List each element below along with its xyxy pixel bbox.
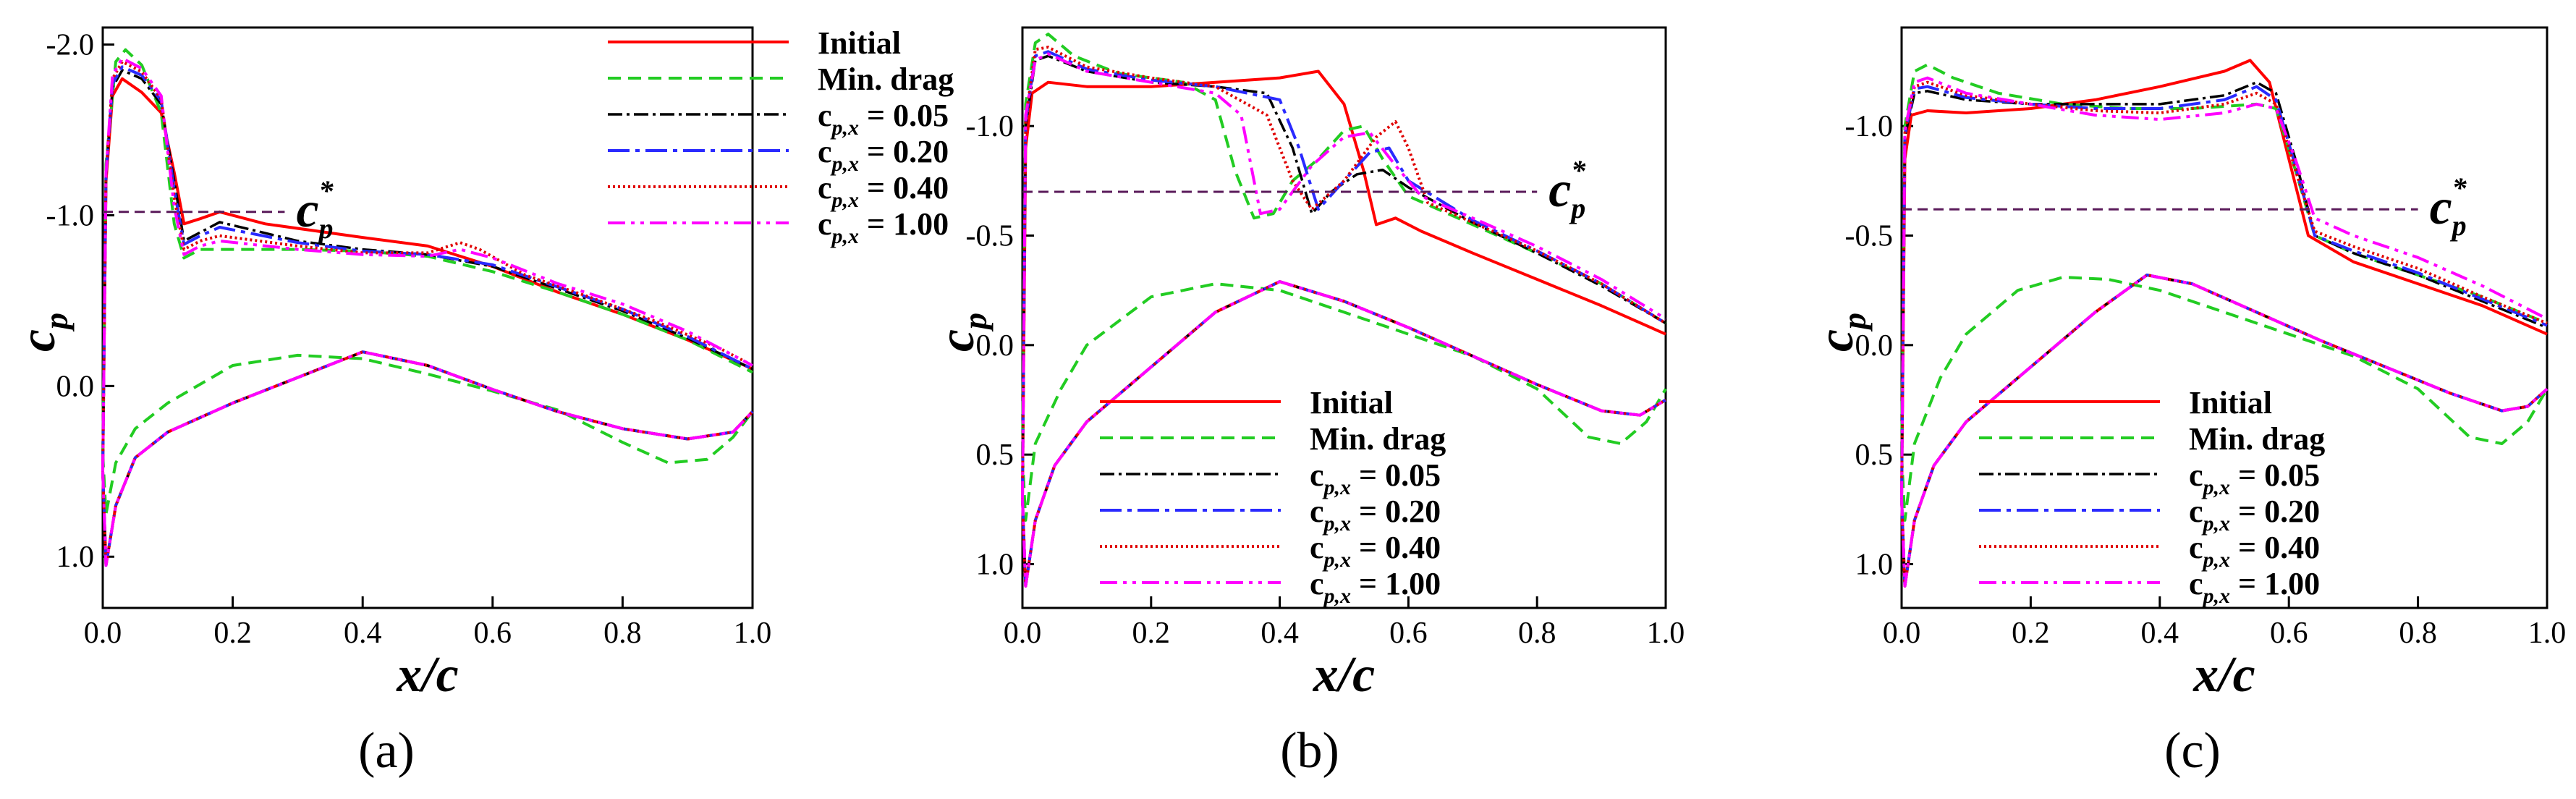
- series-min-drag-upper-line: [1021, 33, 1667, 455]
- x-tick-label: 0.0: [1004, 617, 1042, 650]
- x-tick-label: 0.8: [603, 617, 642, 650]
- panel-label: (c): [2164, 723, 2221, 779]
- series-min-drag-upper-line: [101, 48, 753, 455]
- y-axis-label: cp: [1808, 313, 1873, 352]
- x-tick-label: 0.6: [474, 617, 512, 650]
- legend-label: Initial: [1310, 385, 1393, 420]
- y-tick-label: -0.5: [1845, 220, 1894, 253]
- series-min-drag-lower-line: [1900, 276, 2549, 522]
- cp-star-annotation: cp*: [296, 174, 334, 245]
- series-c-p-x-1-00-lower-line: [1900, 274, 2549, 588]
- panel-c: 0.0 0.2 0.4 0.6 0.8 1.0 -1.0 -0.5 0.0 0.5 1.0 x/c cp…: [1808, 26, 2567, 779]
- x-tick-label: 0.8: [2399, 617, 2437, 650]
- series-c-p-x-0-40-upper-line: [1021, 46, 1667, 499]
- x-tick-label: 0.0: [84, 617, 122, 650]
- plot-frame: [1021, 26, 1667, 609]
- y-tick-label: 0.0: [976, 329, 1014, 363]
- y-tick-label: 0.0: [56, 370, 95, 403]
- y-axis-label: cp: [10, 313, 75, 352]
- legend-label: cp,x = 1.00: [2189, 566, 2320, 608]
- x-axis-label: x/c: [1313, 647, 1376, 703]
- legend-label: cp,x = 0.05: [2189, 457, 2320, 499]
- x-tick-label: 1.0: [1647, 617, 1685, 650]
- x-axis-label: x/c: [2192, 647, 2255, 703]
- y-tick-label: 1.0: [976, 548, 1014, 581]
- legend-label: cp,x = 1.00: [818, 206, 949, 248]
- x-tick-label: 0.4: [1261, 617, 1299, 650]
- y-tick-label: -1.0: [46, 199, 95, 232]
- y-tick-label: 1.0: [1855, 548, 1894, 581]
- x-tick-label: 1.0: [734, 617, 772, 650]
- plot-frame: [101, 26, 754, 609]
- y-tick-label: 1.0: [56, 541, 95, 574]
- panel-label: (a): [358, 723, 415, 779]
- legend-label: cp,x = 0.20: [2189, 494, 2320, 536]
- series-min-drag-lower-line: [101, 353, 754, 516]
- series-c-p-x-0-20-upper-line: [1021, 50, 1667, 499]
- legend-label: Initial: [2189, 385, 2272, 420]
- panel-b: 0.0 0.2 0.4 0.6 0.8 1.0 -1.0 -0.5 0.0 0.5 1.0 x/c cp…: [929, 26, 1685, 779]
- series-c-p-x-0-40-upper-line: [101, 60, 753, 472]
- series-c-p-x-1-00-upper-line: [1021, 52, 1667, 499]
- x-tick-label: 0.2: [213, 617, 252, 650]
- series-c-p-x-0-05-upper-line: [101, 69, 753, 472]
- y-tick-label: -0.5: [966, 220, 1014, 253]
- legend-label: cp,x = 0.40: [2189, 530, 2320, 572]
- y-tick-label: -2.0: [46, 29, 95, 62]
- x-axis-label: x/c: [396, 647, 459, 703]
- series-c-p-x-0-05-upper-line: [1021, 54, 1666, 499]
- series-initial-upper-line: [101, 77, 753, 472]
- x-tick-label: 0.8: [1518, 617, 1556, 650]
- cp-star-annotation: cp*: [2430, 172, 2467, 242]
- series-c-p-x-1-00-upper-line: [1900, 76, 2548, 499]
- panel-a: 0.0 0.2 0.4 0.6 0.8 1.0 -2.0 -1.0 0.0 1.0 x/c cp cp*…: [10, 25, 954, 779]
- series-c-p-x-0-20-upper-line: [1900, 85, 2548, 499]
- series-c-p-x-0-20-upper-line: [101, 65, 753, 472]
- x-tick-label: 0.2: [1132, 617, 1171, 650]
- legend-label: Initial: [818, 25, 901, 61]
- series-initial-upper-line: [1021, 69, 1666, 499]
- series-c-p-x-1-00-upper-line: [101, 56, 753, 472]
- panel-label: (b): [1280, 723, 1339, 779]
- series-c-p-x-1-00-lower-line: [1021, 280, 1667, 588]
- legend-label: Min. drag: [2189, 421, 2325, 457]
- x-tick-label: 0.2: [2012, 617, 2050, 650]
- series-initial-upper-line: [1900, 59, 2548, 499]
- series-min-drag-lower-line: [1021, 282, 1667, 522]
- x-tick-label: 0.4: [344, 617, 382, 650]
- x-tick-label: 0.6: [1389, 617, 1428, 650]
- y-tick-label: 0.0: [1855, 329, 1894, 363]
- y-axis-label: cp: [929, 313, 993, 352]
- legend-label: cp,x = 0.40: [1310, 530, 1441, 572]
- x-tick-label: 0.0: [1883, 617, 1921, 650]
- y-tick-label: -1.0: [966, 110, 1014, 143]
- legend-label: Min. drag: [818, 62, 954, 97]
- y-tick-label: 0.5: [1855, 439, 1894, 472]
- legend-label: Min. drag: [1310, 421, 1446, 457]
- legend-label: cp,x = 0.05: [818, 98, 949, 140]
- x-tick-label: 0.4: [2141, 617, 2179, 650]
- legend-label: cp,x = 1.00: [1310, 566, 1441, 608]
- plot-frame: [1900, 26, 2549, 609]
- y-tick-label: 0.5: [976, 439, 1014, 472]
- series-c-p-x-1-00-lower-line: [101, 350, 754, 567]
- legend-label: cp,x = 0.05: [1310, 457, 1441, 499]
- x-tick-label: 1.0: [2528, 617, 2567, 650]
- x-tick-label: 0.6: [2270, 617, 2308, 650]
- y-tick-label: -1.0: [1845, 110, 1894, 143]
- cp-star-annotation: cp*: [1548, 154, 1586, 224]
- series-c-p-x-0-40-upper-line: [1900, 80, 2548, 499]
